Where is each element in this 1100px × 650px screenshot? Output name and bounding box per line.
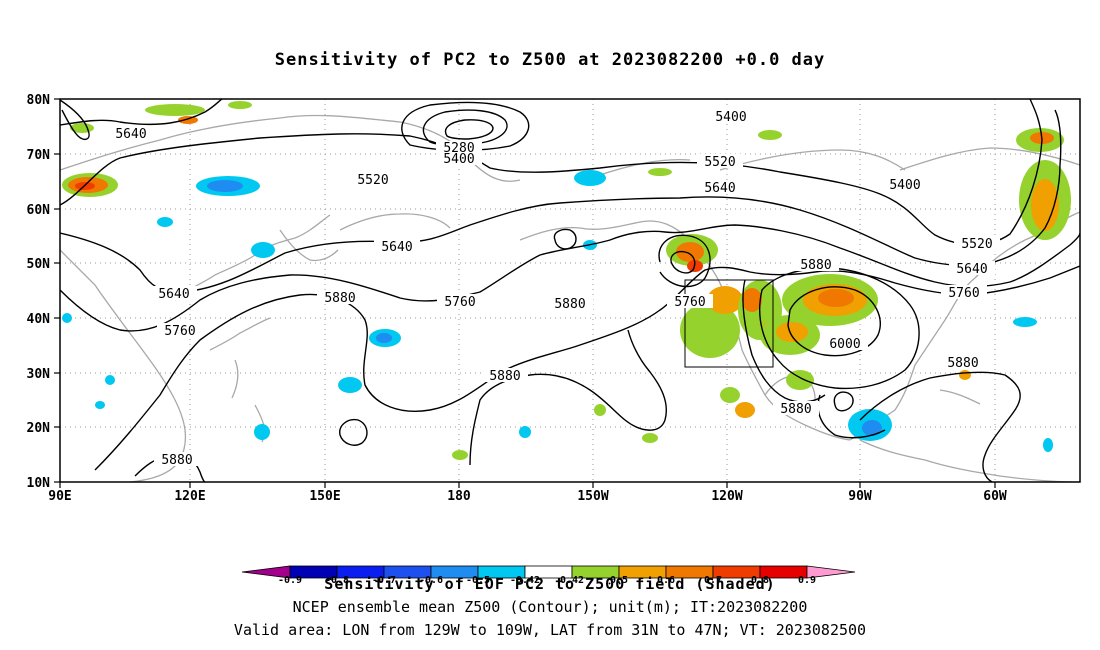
map-frame	[60, 99, 1080, 482]
colorbar-tick-label: 0.7	[704, 575, 722, 586]
colorbar-arrow-high	[806, 565, 856, 579]
lon-label: 90E	[48, 489, 71, 504]
contour-label: 5880	[947, 356, 978, 371]
lon-label: 180	[447, 489, 471, 504]
lat-label: 50N	[27, 257, 51, 272]
colorbar-tick-label: 0.9	[798, 575, 816, 586]
lon-label: 120E	[174, 489, 205, 504]
z500-contours	[60, 99, 1080, 482]
lon-label: 150E	[309, 489, 340, 504]
lat-label: 20N	[27, 421, 51, 436]
colorbar-tick-label: -0.8	[325, 575, 349, 586]
colorbar-tick-label: 0.5	[610, 575, 628, 586]
caption-contour: NCEP ensemble mean Z500 (Contour); unit(…	[292, 598, 808, 616]
sensitivity-shading	[62, 101, 1071, 460]
lat-label: 10N	[27, 476, 51, 491]
contour-label: 5880	[161, 453, 192, 468]
contour-label: 5520	[357, 173, 388, 188]
lon-label: 150W	[577, 489, 608, 504]
colorbar-tick-label: 0.42	[560, 575, 584, 586]
contour-label: 5880	[324, 291, 355, 306]
colorbar-tick-label: -0.6	[419, 575, 443, 586]
lon-label: 60W	[983, 489, 1007, 504]
axis-ticks	[54, 98, 996, 488]
caption-shading: Sensitivity of EOF PC2 to Z500 field (Sh…	[324, 575, 776, 593]
colorbar-tick-label: 0.8	[751, 575, 769, 586]
contour-label: 5760	[444, 295, 475, 310]
contour-label: 5520	[961, 237, 992, 252]
lat-label: 30N	[27, 367, 51, 382]
lat-label: 60N	[27, 203, 51, 218]
contour-label: 6000	[829, 337, 860, 352]
colorbar-tick-label: -0.42	[510, 575, 540, 586]
contour-label: 5640	[158, 287, 189, 302]
lat-label: 70N	[27, 148, 51, 163]
contour-label: 5880	[554, 297, 585, 312]
lat-label: 80N	[27, 93, 51, 108]
colorbar-tick-label: -0.9	[278, 575, 302, 586]
contour-label: 5760	[164, 324, 195, 339]
contour-label: 5760	[674, 295, 705, 310]
contour-label: 5640	[956, 262, 987, 277]
valid-area-box	[684, 279, 774, 368]
contour-label: 5880	[780, 402, 811, 417]
contour-label: 5400	[715, 110, 746, 125]
contour-label: 5880	[800, 258, 831, 273]
colorbar-tick-label: -0.5	[466, 575, 490, 586]
contour-label: 5640	[115, 127, 146, 142]
lon-label: 90W	[848, 489, 872, 504]
contour-label: 5640	[381, 240, 412, 255]
contour-label: 5400	[443, 152, 474, 167]
colorbar-tick-label: 0.6	[657, 575, 675, 586]
contour-label: 5640	[704, 181, 735, 196]
lat-label: 40N	[27, 312, 51, 327]
caption-valid-area: Valid area: LON from 129W to 109W, LAT f…	[233, 621, 867, 639]
contour-label: 5400	[889, 178, 920, 193]
contour-label: 5760	[948, 286, 979, 301]
contour-label: 5520	[704, 155, 735, 170]
colorbar-tick-label: -0.7	[372, 575, 396, 586]
map-border	[59, 98, 1081, 483]
gridlines	[60, 99, 1080, 482]
colorbar: -0.9 -0.8 -0.7 -0.6 -0.5 -0.42 0.42 0.5 0.6 0.7 0.…	[241, 565, 856, 586]
lon-label: 120W	[711, 489, 742, 504]
map-title: Sensitivity of PC2 to Z500 at 2023082200…	[274, 50, 826, 70]
contour-label: 5880	[489, 369, 520, 384]
